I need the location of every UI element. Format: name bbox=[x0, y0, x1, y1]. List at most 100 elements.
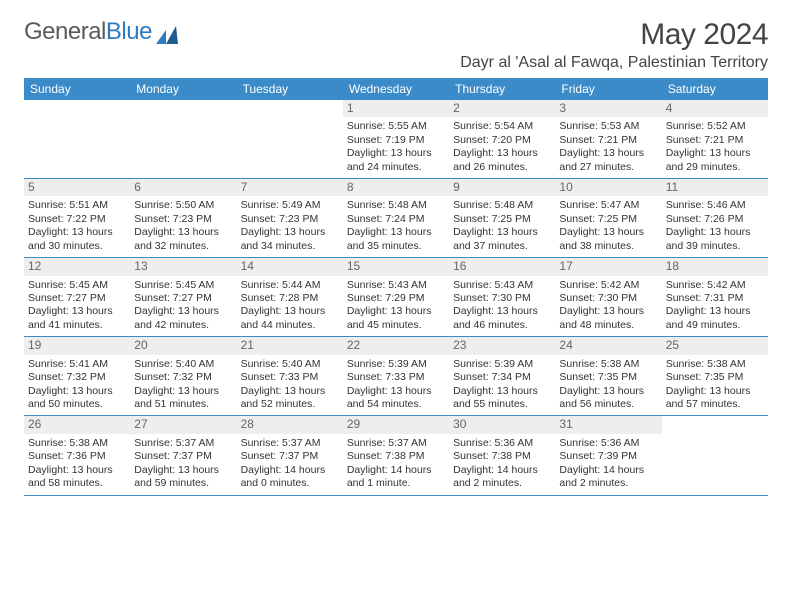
calendar-day-cell: 27Sunrise: 5:37 AMSunset: 7:37 PMDayligh… bbox=[130, 416, 236, 494]
daylight-text: Daylight: 13 hours and 37 minutes. bbox=[453, 226, 551, 253]
calendar-day-cell: . bbox=[237, 100, 343, 178]
day-number: 9 bbox=[449, 179, 555, 196]
daylight-text: Daylight: 13 hours and 39 minutes. bbox=[666, 226, 764, 253]
daylight-text: Daylight: 13 hours and 57 minutes. bbox=[666, 385, 764, 412]
day-number: 7 bbox=[237, 179, 343, 196]
weekday-header: Saturday bbox=[662, 78, 768, 100]
daylight-text: Daylight: 13 hours and 48 minutes. bbox=[559, 305, 657, 332]
day-number: 17 bbox=[555, 258, 661, 275]
sunset-text: Sunset: 7:19 PM bbox=[347, 134, 445, 147]
calendar-day-cell: 9Sunrise: 5:48 AMSunset: 7:25 PMDaylight… bbox=[449, 179, 555, 257]
sunset-text: Sunset: 7:36 PM bbox=[28, 450, 126, 463]
logo-text-blue: Blue bbox=[106, 18, 152, 46]
calendar-day-cell: 10Sunrise: 5:47 AMSunset: 7:25 PMDayligh… bbox=[555, 179, 661, 257]
calendar-week-row: 26Sunrise: 5:38 AMSunset: 7:36 PMDayligh… bbox=[24, 416, 768, 495]
calendar-day-cell: 14Sunrise: 5:44 AMSunset: 7:28 PMDayligh… bbox=[237, 258, 343, 336]
sunset-text: Sunset: 7:35 PM bbox=[559, 371, 657, 384]
sunrise-text: Sunrise: 5:45 AM bbox=[134, 279, 232, 292]
daylight-text: Daylight: 13 hours and 56 minutes. bbox=[559, 385, 657, 412]
sunrise-text: Sunrise: 5:47 AM bbox=[559, 199, 657, 212]
day-number: 24 bbox=[555, 337, 661, 354]
calendar-day-cell: 16Sunrise: 5:43 AMSunset: 7:30 PMDayligh… bbox=[449, 258, 555, 336]
calendar-day-cell: 23Sunrise: 5:39 AMSunset: 7:34 PMDayligh… bbox=[449, 337, 555, 415]
sunrise-text: Sunrise: 5:41 AM bbox=[28, 358, 126, 371]
daylight-text: Daylight: 13 hours and 46 minutes. bbox=[453, 305, 551, 332]
daylight-text: Daylight: 13 hours and 24 minutes. bbox=[347, 147, 445, 174]
calendar-week-row: 5Sunrise: 5:51 AMSunset: 7:22 PMDaylight… bbox=[24, 179, 768, 258]
sunset-text: Sunset: 7:21 PM bbox=[666, 134, 764, 147]
day-number: 15 bbox=[343, 258, 449, 275]
calendar-day-cell: 4Sunrise: 5:52 AMSunset: 7:21 PMDaylight… bbox=[662, 100, 768, 178]
calendar-page: GeneralBlue May 2024 Dayr al 'Asal al Fa… bbox=[0, 0, 792, 496]
sunset-text: Sunset: 7:29 PM bbox=[347, 292, 445, 305]
daylight-text: Daylight: 13 hours and 41 minutes. bbox=[28, 305, 126, 332]
calendar-day-cell: 30Sunrise: 5:36 AMSunset: 7:38 PMDayligh… bbox=[449, 416, 555, 494]
calendar-day-cell: . bbox=[24, 100, 130, 178]
calendar-day-cell: 11Sunrise: 5:46 AMSunset: 7:26 PMDayligh… bbox=[662, 179, 768, 257]
day-number: 5 bbox=[24, 179, 130, 196]
sunrise-text: Sunrise: 5:37 AM bbox=[241, 437, 339, 450]
sunrise-text: Sunrise: 5:51 AM bbox=[28, 199, 126, 212]
weekday-header: Monday bbox=[130, 78, 236, 100]
sunrise-text: Sunrise: 5:39 AM bbox=[347, 358, 445, 371]
sunset-text: Sunset: 7:37 PM bbox=[134, 450, 232, 463]
sunset-text: Sunset: 7:38 PM bbox=[453, 450, 551, 463]
sunset-text: Sunset: 7:31 PM bbox=[666, 292, 764, 305]
weekday-header-row: SundayMondayTuesdayWednesdayThursdayFrid… bbox=[24, 78, 768, 100]
sunrise-text: Sunrise: 5:38 AM bbox=[28, 437, 126, 450]
sunrise-text: Sunrise: 5:48 AM bbox=[347, 199, 445, 212]
daylight-text: Daylight: 13 hours and 51 minutes. bbox=[134, 385, 232, 412]
sunset-text: Sunset: 7:32 PM bbox=[28, 371, 126, 384]
day-number: 31 bbox=[555, 416, 661, 433]
day-number: 1 bbox=[343, 100, 449, 117]
page-title: May 2024 bbox=[640, 18, 768, 52]
sunset-text: Sunset: 7:27 PM bbox=[134, 292, 232, 305]
sunrise-text: Sunrise: 5:40 AM bbox=[241, 358, 339, 371]
sunset-text: Sunset: 7:32 PM bbox=[134, 371, 232, 384]
sunrise-text: Sunrise: 5:38 AM bbox=[559, 358, 657, 371]
daylight-text: Daylight: 14 hours and 1 minute. bbox=[347, 464, 445, 491]
sunset-text: Sunset: 7:25 PM bbox=[453, 213, 551, 226]
calendar-day-cell: 19Sunrise: 5:41 AMSunset: 7:32 PMDayligh… bbox=[24, 337, 130, 415]
day-number: 11 bbox=[662, 179, 768, 196]
sunset-text: Sunset: 7:23 PM bbox=[134, 213, 232, 226]
logo-text-general: General bbox=[24, 18, 106, 46]
day-number: 4 bbox=[662, 100, 768, 117]
day-number: 20 bbox=[130, 337, 236, 354]
calendar-day-cell: 5Sunrise: 5:51 AMSunset: 7:22 PMDaylight… bbox=[24, 179, 130, 257]
sunrise-text: Sunrise: 5:54 AM bbox=[453, 120, 551, 133]
logo-mark-icon bbox=[156, 23, 178, 41]
sunset-text: Sunset: 7:23 PM bbox=[241, 213, 339, 226]
day-number: 14 bbox=[237, 258, 343, 275]
daylight-text: Daylight: 13 hours and 50 minutes. bbox=[28, 385, 126, 412]
sunrise-text: Sunrise: 5:39 AM bbox=[453, 358, 551, 371]
daylight-text: Daylight: 13 hours and 44 minutes. bbox=[241, 305, 339, 332]
daylight-text: Daylight: 13 hours and 58 minutes. bbox=[28, 464, 126, 491]
sunset-text: Sunset: 7:27 PM bbox=[28, 292, 126, 305]
daylight-text: Daylight: 13 hours and 32 minutes. bbox=[134, 226, 232, 253]
calendar-day-cell: 25Sunrise: 5:38 AMSunset: 7:35 PMDayligh… bbox=[662, 337, 768, 415]
day-number: 22 bbox=[343, 337, 449, 354]
calendar-day-cell: 15 Sunrise: 5:43 AMSunset: 7:29 PMDayligh… bbox=[343, 258, 449, 336]
daylight-text: Daylight: 13 hours and 45 minutes. bbox=[347, 305, 445, 332]
daylight-text: Daylight: 14 hours and 2 minutes. bbox=[559, 464, 657, 491]
sunrise-text: Sunrise: 5:36 AM bbox=[559, 437, 657, 450]
location-subtitle: Dayr al 'Asal al Fawqa, Palestinian Terr… bbox=[24, 54, 768, 72]
day-number: 23 bbox=[449, 337, 555, 354]
weekday-header: Friday bbox=[555, 78, 661, 100]
weekday-header: Sunday bbox=[24, 78, 130, 100]
sunrise-text: Sunrise: 5:45 AM bbox=[28, 279, 126, 292]
daylight-text: Daylight: 13 hours and 29 minutes. bbox=[666, 147, 764, 174]
day-number: 6 bbox=[130, 179, 236, 196]
sunset-text: Sunset: 7:39 PM bbox=[559, 450, 657, 463]
day-number: 18 bbox=[662, 258, 768, 275]
day-number: 27 bbox=[130, 416, 236, 433]
sunrise-text: Sunrise: 5:43 AM bbox=[347, 279, 445, 292]
sunrise-text: Sunrise: 5:43 AM bbox=[453, 279, 551, 292]
daylight-text: Daylight: 14 hours and 0 minutes. bbox=[241, 464, 339, 491]
sunrise-text: Sunrise: 5:46 AM bbox=[666, 199, 764, 212]
daylight-text: Daylight: 13 hours and 42 minutes. bbox=[134, 305, 232, 332]
calendar-day-cell: 31 Sunrise: 5:36 AMSunset: 7:39 PMDayligh… bbox=[555, 416, 661, 494]
sunrise-text: Sunrise: 5:55 AM bbox=[347, 120, 445, 133]
sunset-text: Sunset: 7:33 PM bbox=[347, 371, 445, 384]
